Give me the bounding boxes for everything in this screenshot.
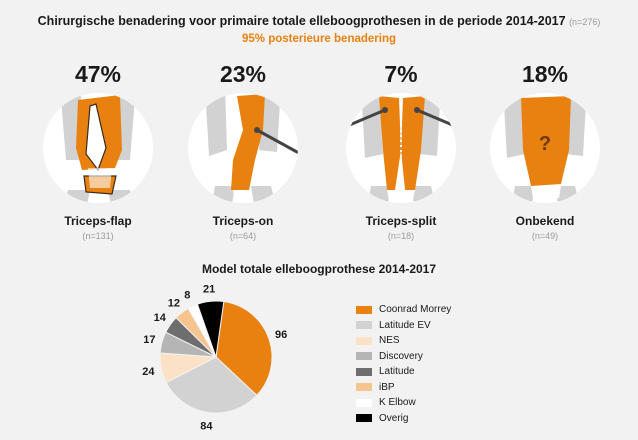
title-text: Chirurgische benadering voor primaire to… xyxy=(37,14,566,28)
legend-swatch xyxy=(356,367,372,376)
pie-data-label: 12 xyxy=(168,297,180,309)
pie-slice-overig xyxy=(196,300,225,358)
approach-name: Triceps-on xyxy=(212,214,274,228)
legend-label: K Elbow xyxy=(379,397,416,409)
legend-label: iBP xyxy=(379,381,395,393)
legend-label: Discovery xyxy=(379,350,423,362)
legend-item: K Elbow xyxy=(356,395,451,411)
legend-item: Coonrad Morrey xyxy=(356,302,451,318)
legend-item: NES xyxy=(356,333,451,349)
elbow-illustration-triceps-on xyxy=(188,93,298,203)
legend-swatch xyxy=(356,383,372,392)
pie-data-label: 17 xyxy=(143,334,155,346)
question-mark: ? xyxy=(539,133,551,155)
approach-triceps-split: 7% Triceps-split (n=18) xyxy=(331,58,471,241)
legend-label: NES xyxy=(379,335,400,347)
pie-data-label: 8 xyxy=(184,289,190,301)
title-count: (n=276) xyxy=(569,17,601,27)
pie-legend: Coonrad Morrey Latitude EV NES Discovery Lat… xyxy=(356,302,451,426)
pie-slice-coonrad-morrey xyxy=(215,300,273,397)
approach-triceps-on: 23% Triceps-on (n=64) xyxy=(173,58,313,241)
approach-percent: 23% xyxy=(219,61,267,87)
approach-name: Triceps-flap xyxy=(64,214,132,228)
legend-swatch xyxy=(356,414,372,423)
chart-subtitle: 95% posterieure benadering xyxy=(241,33,397,45)
approach-percent: 18% xyxy=(521,61,569,87)
pie-data-label: 14 xyxy=(154,312,167,324)
legend-item: Latitude EV xyxy=(356,318,451,334)
approach-count: (n=131) xyxy=(82,231,114,241)
legend-item: Overig xyxy=(356,411,451,427)
legend-label: Latitude xyxy=(379,366,415,378)
approach-percent: 7% xyxy=(384,61,418,87)
chart-title: Chirurgische benadering voor primaire to… xyxy=(0,14,638,28)
legend-label: Latitude EV xyxy=(379,319,431,331)
pie-data-label: 84 xyxy=(200,420,213,432)
approach-triceps-flap: 47% Triceps-flap (n=131) xyxy=(28,58,168,241)
approach-name: Triceps-split xyxy=(365,214,437,228)
pie-data-label: 96 xyxy=(275,329,287,341)
legend-swatch xyxy=(356,321,372,330)
legend-swatch xyxy=(356,398,372,407)
elbow-illustration-triceps-flap xyxy=(43,93,153,203)
legend-item: Latitude xyxy=(356,364,451,380)
legend-swatch xyxy=(356,352,372,361)
approach-count: (n=18) xyxy=(387,231,415,241)
pie-data-label: 24 xyxy=(142,366,155,378)
elbow-illustration-triceps-split xyxy=(346,93,456,203)
approach-name: Onbekend xyxy=(515,214,575,228)
legend-label: Overig xyxy=(379,412,409,424)
legend-swatch xyxy=(356,336,372,345)
legend-swatch xyxy=(356,305,372,314)
approach-count: (n=49) xyxy=(531,231,559,241)
elbow-illustration-onbekend: ? xyxy=(490,93,600,203)
approach-percent: 47% xyxy=(74,61,122,87)
approach-onbekend: 18% ? Onbekend (n=49) xyxy=(475,58,615,241)
legend-item: iBP xyxy=(356,380,451,396)
legend-label: Coonrad Morrey xyxy=(379,304,452,316)
legend-item: Discovery xyxy=(356,349,451,365)
approach-count: (n=64) xyxy=(229,231,257,241)
pie-chart-title: Model totale elleboogprothese 2014-2017 xyxy=(201,262,437,276)
pie-data-label: 21 xyxy=(203,283,215,295)
